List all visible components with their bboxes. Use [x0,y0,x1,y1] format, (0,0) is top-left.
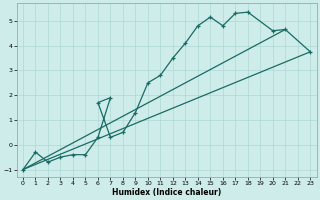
X-axis label: Humidex (Indice chaleur): Humidex (Indice chaleur) [112,188,221,197]
